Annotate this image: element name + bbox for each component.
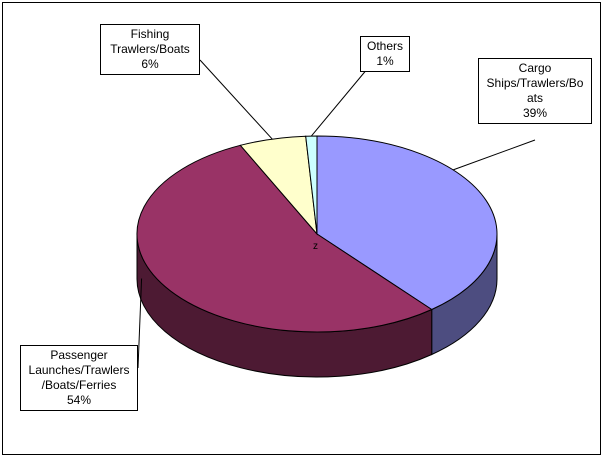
- cargo-label-line-3: ats: [526, 91, 543, 105]
- passenger-label-line-2: Launches/Trawlers: [28, 363, 130, 377]
- fishing-label-line-2: Trawlers/Boats: [110, 42, 190, 56]
- others-label-line-1: Others: [366, 39, 403, 53]
- pie-slice-cargo: [316, 135, 498, 311]
- leader-line-fishing: [199, 59, 273, 140]
- pie-slice-passenger: [136, 144, 433, 333]
- cargo-label-line-2: Ships/Trawlers/Bo: [486, 76, 584, 90]
- cargo-label-line-1: Cargo: [518, 61, 552, 75]
- passenger-label-line-1: Passenger: [50, 348, 108, 362]
- leader-line-passenger: [137, 278, 143, 369]
- data-label-passenger: Passenger Launches/Trawlers /Boats/Ferri…: [20, 345, 138, 411]
- pie-slices: [136, 135, 498, 333]
- leader-line-cargo: [452, 139, 536, 171]
- others-value-label: 1%: [376, 54, 394, 68]
- passenger-label-line-3: /Boats/Ferries: [41, 378, 117, 392]
- fishing-label-line-1: Fishing: [130, 27, 170, 41]
- leader-lines: [137, 59, 536, 369]
- leader-line-others: [310, 67, 369, 137]
- center-marker: z: [313, 241, 318, 252]
- data-label-cargo: Cargo Ships/Trawlers/Bo ats 39%: [478, 58, 592, 124]
- fishing-value-label: 6%: [141, 57, 159, 71]
- cargo-value-label: 39%: [522, 106, 548, 120]
- data-label-fishing: Fishing Trawlers/Boats 6%: [100, 24, 200, 75]
- data-label-others: Others 1%: [360, 36, 410, 72]
- passenger-value-label: 54%: [66, 393, 92, 407]
